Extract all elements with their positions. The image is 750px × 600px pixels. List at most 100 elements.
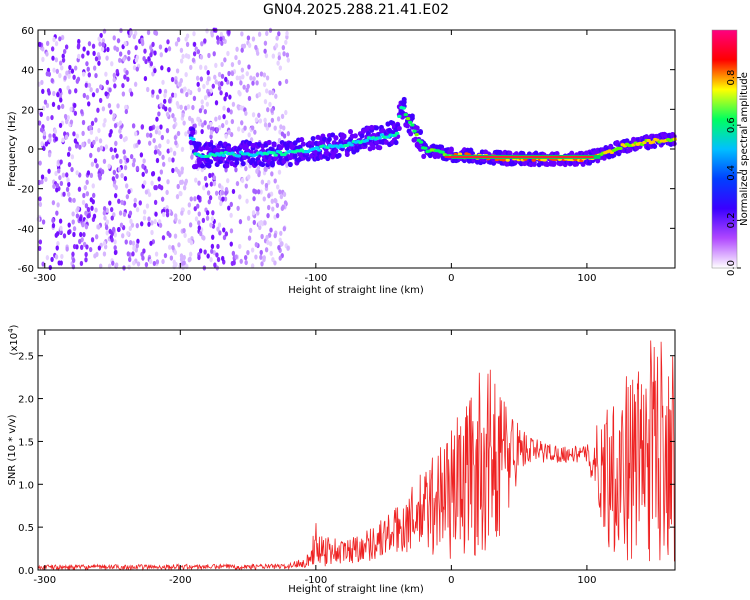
spectrogram-cell (92, 192, 96, 199)
spectrogram-cell (132, 65, 137, 71)
spectrogram-cell (260, 261, 264, 267)
spectrogram-cell (254, 44, 258, 51)
spectrogram-cell (98, 138, 103, 144)
spectrogram-cell (57, 168, 61, 174)
spectrogram-cell (147, 56, 151, 62)
spectrogram-cell (131, 251, 135, 257)
spectrogram-cell (47, 152, 52, 158)
spectrogram-cell (220, 73, 225, 79)
spectrogram-cell (147, 221, 151, 227)
spectrogram-cell (136, 261, 141, 267)
spectrogram-cell (142, 248, 146, 254)
spectrogram-cell (95, 163, 99, 169)
spectrogram-cell (166, 230, 170, 236)
spectrogram-cell (77, 186, 82, 192)
spectrogram-cell (221, 255, 225, 262)
spectrogram-cell (265, 234, 269, 240)
spectrogram-cell (91, 183, 95, 189)
spectrogram-cell (215, 127, 220, 133)
spectrogram-cell (123, 74, 127, 80)
spectrogram-cell (133, 131, 138, 137)
spectrogram-cell (39, 111, 43, 117)
spectrogram-cell (247, 174, 251, 180)
spectrogram-cell (212, 250, 217, 256)
spectrogram-cell (270, 107, 274, 114)
spectrogram-cell (41, 88, 45, 94)
spectrogram-cell (41, 261, 45, 267)
spectrogram-cell (277, 31, 281, 37)
spectrogram-cell (199, 54, 204, 60)
snr-x-tick-label: 0 (448, 575, 454, 586)
spectrogram-cell (125, 194, 130, 200)
spectrogram-cell (115, 68, 119, 75)
spectrogram-cell (179, 179, 183, 185)
spectrogram-cell (161, 211, 166, 217)
spectrogram-cell (51, 217, 55, 224)
spectrogram-cell (218, 230, 222, 236)
spectrogram-cell (112, 169, 117, 175)
spectrogram-cell (359, 133, 365, 139)
spectrogram-cell (128, 225, 133, 232)
spectrogram-cell (113, 123, 118, 129)
spectrogram-cell (193, 206, 197, 212)
spectrogram-cell (187, 209, 191, 215)
spectrogram-cell (240, 43, 245, 49)
spectrogram-cell (219, 36, 223, 42)
spectrogram-cell (214, 79, 218, 85)
spectrogram-cell (269, 227, 273, 233)
spectrogram-cell (81, 141, 85, 147)
spectrogram-cell (89, 87, 93, 93)
spectrogram-cell (61, 53, 65, 59)
spectrogram-cell (85, 191, 90, 197)
spectrogram-cell (153, 184, 157, 191)
spectrogram-cell (111, 260, 115, 266)
spectrogram-cell (113, 147, 117, 153)
spectrogram-x-tick-label: -300 (33, 273, 56, 284)
spectrogram-cell (275, 213, 280, 219)
spectrogram-cell (192, 31, 196, 37)
spectrogram-cell (155, 94, 160, 100)
spectrogram-cell (221, 153, 226, 158)
spectrogram-cell (646, 138, 651, 143)
spectrogram-cell (224, 92, 229, 98)
spectrogram-cell (51, 222, 56, 229)
spectrogram-cell (271, 256, 275, 263)
spectrogram-cell (184, 53, 189, 59)
spectrogram-cell (184, 36, 188, 42)
spectrogram-cell (38, 196, 42, 202)
spectrogram-cell (370, 144, 376, 151)
spectrogram-cell (45, 255, 50, 261)
spectrogram-cell (364, 138, 370, 143)
spectrogram-cell (277, 169, 282, 175)
spectrogram-cell (336, 152, 342, 159)
spectrogram-cell (244, 166, 248, 172)
spectrogram-cell (119, 158, 123, 165)
spectrogram-cell (63, 75, 67, 81)
spectrogram-cell (131, 240, 136, 246)
spectrogram-cell (67, 229, 71, 236)
spectrogram-cell (65, 246, 69, 252)
spectrogram-cell (50, 46, 55, 52)
spectrogram-cell (161, 79, 165, 85)
spectrogram-cell (174, 79, 178, 85)
spectrogram-cell (284, 78, 289, 85)
spectrogram-cell (42, 145, 46, 152)
spectrogram-cell (205, 80, 210, 86)
spectrogram-cell (256, 189, 261, 195)
snr-x-tick-label: -100 (304, 575, 327, 586)
spectrogram-cell (112, 35, 116, 41)
spectrogram-cell (86, 170, 91, 176)
spectrogram-cell (417, 129, 423, 135)
spectrogram-cell (235, 46, 239, 52)
spectrogram-cell (279, 230, 283, 236)
spectrogram-cell (207, 199, 211, 205)
spectrogram-cell (671, 141, 677, 147)
spectrogram-cell (273, 233, 277, 239)
spectrogram-cell (87, 138, 91, 144)
spectrogram-cell (116, 38, 121, 44)
spectrogram-cell (189, 64, 193, 71)
spectrogram-cell (111, 154, 115, 160)
spectrogram-cell (145, 203, 150, 209)
spectrogram-cell (423, 146, 428, 150)
spectrogram-cell (267, 193, 271, 199)
